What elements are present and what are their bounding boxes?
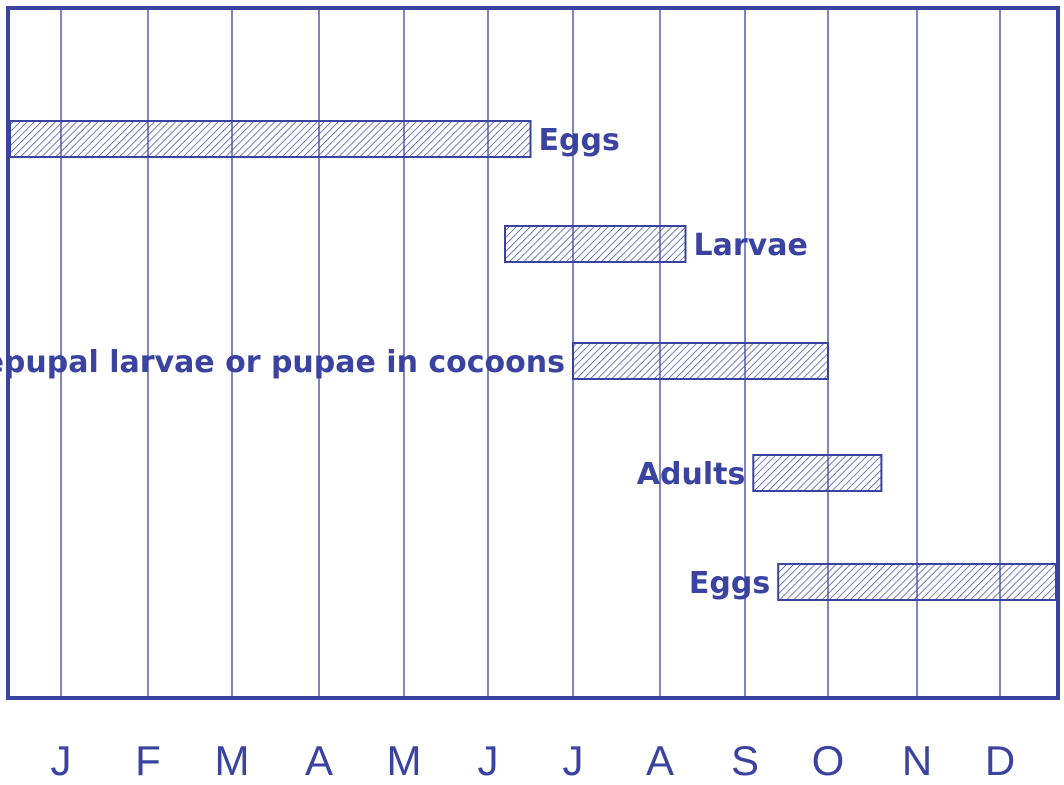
bars: [9, 120, 1057, 601]
stage-bar: [752, 454, 883, 492]
stage-bar: [777, 563, 1057, 601]
stage-label: Prepupal larvae or pupae in cocoons: [0, 345, 565, 380]
stage-label: Eggs: [689, 566, 770, 601]
x-tick-label: O: [812, 737, 845, 784]
stage-bar: [504, 225, 687, 263]
stage-bar: [9, 120, 532, 158]
x-tick-label: F: [135, 737, 161, 784]
x-tick-label: J: [563, 737, 584, 784]
x-tick-label: M: [387, 737, 422, 784]
x-tick-label: J: [478, 737, 499, 784]
x-tick-label: D: [985, 737, 1015, 784]
x-tick-label: M: [215, 737, 250, 784]
x-tick-label: A: [646, 737, 674, 784]
stage-label: Adults: [637, 457, 746, 492]
bar-labels: Eggs Larvae Prepupal larvae or pupae in co…: [0, 123, 808, 601]
x-tick-label: N: [902, 737, 932, 784]
x-tick-label: A: [305, 737, 333, 784]
plot-frame: [6, 6, 1060, 700]
x-tick-label: S: [731, 737, 759, 784]
stage-label: Larvae: [694, 228, 808, 263]
x-tick-label: J: [51, 737, 72, 784]
stage-label: Eggs: [539, 123, 620, 158]
stage-bar: [572, 342, 829, 380]
